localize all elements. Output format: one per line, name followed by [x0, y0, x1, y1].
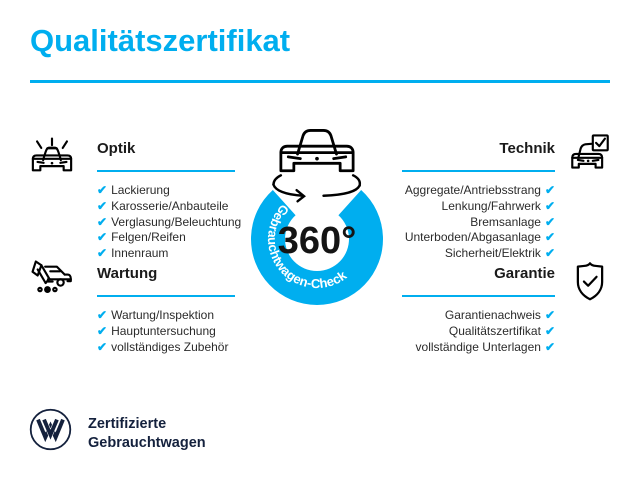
svg-text:360°: 360°: [278, 220, 357, 262]
